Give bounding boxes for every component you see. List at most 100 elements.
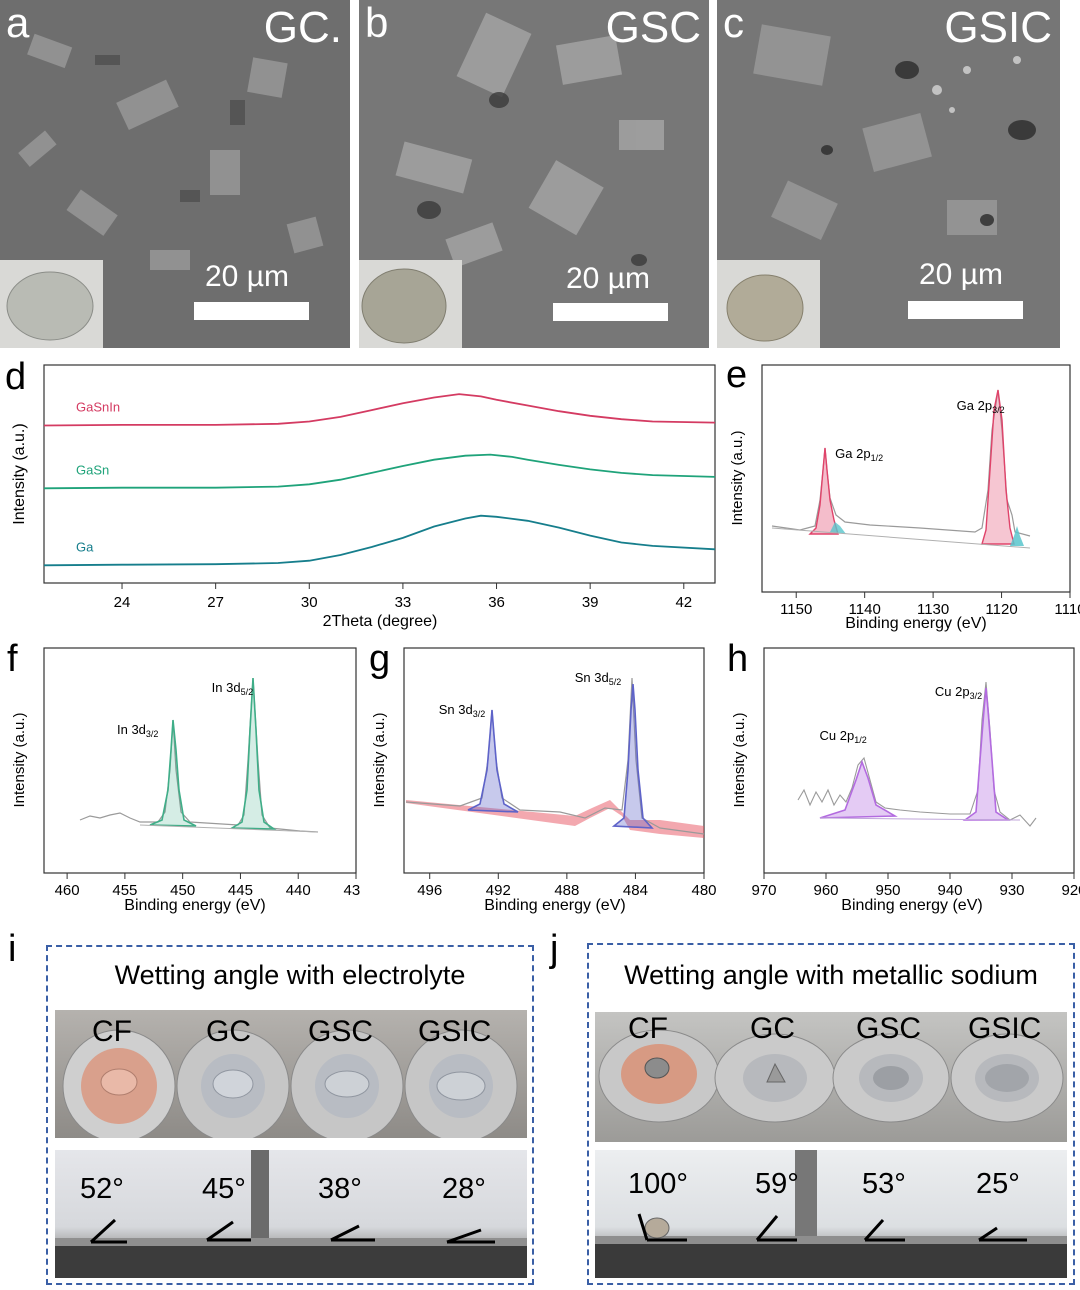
peak-label: Sn 3d3/2 <box>439 702 486 719</box>
bg-peak-fill <box>1010 526 1024 546</box>
panel-letter-a: a <box>6 0 30 46</box>
x-tick-label: 440 <box>286 882 311 899</box>
y-axis-label: Intensity (a.u.) <box>729 430 746 525</box>
spectrum <box>405 677 705 838</box>
peak-fill <box>149 719 197 827</box>
sample-label-gc: GC <box>750 1012 795 1045</box>
coin-cells-top-photo <box>595 1012 1067 1142</box>
y-axis-label: Intensity (a.u.) <box>11 712 28 807</box>
spectrum <box>79 677 319 833</box>
series-line-gasnin <box>43 393 716 427</box>
coin-cell <box>714 1033 836 1123</box>
y-axis-label: Intensity (a.u.) <box>11 423 28 524</box>
x-tick-label: 1120 <box>985 601 1017 618</box>
panel-letter-g: g <box>369 638 391 680</box>
x-tick-label: 33 <box>395 594 412 611</box>
sample-photo-inset <box>359 260 462 348</box>
sample-label-cf: CF <box>628 1012 668 1045</box>
raw-spectrum-line <box>79 677 319 833</box>
peak-fill <box>229 677 277 830</box>
x-axis-label: 2Theta (degree) <box>323 613 438 630</box>
y-axis-label: Intensity (a.u.) <box>731 712 748 807</box>
x-tick-label: 30 <box>301 594 318 611</box>
panel-letter-c: c <box>723 0 744 46</box>
peak-labels: Sn 3d3/2 Sn 3d5/2 <box>439 670 622 719</box>
angle-indicator <box>330 1224 375 1242</box>
series-label: GaSn <box>76 462 109 477</box>
x-tick-label: 970 <box>751 882 776 899</box>
x-tick-label: 1110 <box>1054 601 1080 618</box>
x-tick-label: 39 <box>582 594 599 611</box>
peak-label: Sn 3d5/2 <box>575 670 622 687</box>
x-axis-ticks: 1150 1140 1130 1120 1110 <box>780 592 1080 618</box>
sample-label-gsic: GSIC <box>418 1015 492 1048</box>
panel-letter-b: b <box>365 0 389 46</box>
x-tick-label: 920 <box>1061 882 1080 899</box>
panel-letter-h: h <box>727 638 749 680</box>
sample-label-gsc: GSC <box>856 1012 922 1045</box>
y-axis-label: Intensity (a.u.) <box>371 712 388 807</box>
sample-label-gc: GC <box>206 1015 251 1048</box>
scale-bar <box>908 301 1023 319</box>
plot-frame <box>43 647 357 874</box>
x-tick-label: 435 <box>343 882 360 899</box>
scale-bar-label: 20 µm <box>919 258 1003 291</box>
plot-frame <box>43 364 716 584</box>
series-label: Ga <box>76 539 94 554</box>
peak-label: Cu 2p3/2 <box>935 684 982 701</box>
peak-fill <box>467 709 519 813</box>
raw-spectrum-line <box>797 681 1037 827</box>
x-tick-label: 484 <box>623 882 648 899</box>
coin-cell <box>176 1029 290 1138</box>
sample-label-gsic: GSIC <box>944 3 1052 52</box>
peak-fill <box>819 759 898 819</box>
angle-value: 25° <box>976 1168 1020 1200</box>
bg-peak-fill <box>406 800 704 838</box>
x-axis-label: Binding energy (eV) <box>124 897 265 914</box>
peak-labels: Cu 2p1/2 Cu 2p3/2 <box>820 684 983 745</box>
angle-indicator <box>89 1218 127 1244</box>
panel-letter-f: f <box>7 638 18 680</box>
x-tick-label: 24 <box>114 594 131 611</box>
x-tick-label: 1140 <box>849 601 881 618</box>
sem-panel-a: a GC. 20 µm <box>0 0 350 348</box>
angle-value: 59° <box>755 1168 799 1200</box>
wetting-electrolyte-title: Wetting angle with electrolyte <box>114 960 466 990</box>
baseline <box>139 824 319 833</box>
plot-frame <box>403 647 705 874</box>
sem-image-b <box>359 0 709 348</box>
angle-indicator <box>863 1218 905 1242</box>
x-tick-label: 460 <box>55 882 80 899</box>
angle-value: 45° <box>202 1173 246 1205</box>
contact-angle-side-photo <box>595 1150 1067 1278</box>
spectrum <box>797 681 1037 827</box>
x-axis-ticks: 24 27 30 33 36 39 42 <box>114 583 692 611</box>
x-axis-ticks: 460 455 450 445 440 435 <box>55 873 360 899</box>
angle-value: 28° <box>442 1173 486 1205</box>
sample-label-gsc: GSC <box>308 1015 374 1048</box>
panel-letter-e: e <box>726 354 748 396</box>
sample-label-gsc: GSC <box>605 3 701 52</box>
sample-photo-inset <box>0 260 103 348</box>
x-tick-label: 492 <box>486 882 511 899</box>
x-tick-label: 36 <box>488 594 505 611</box>
x-tick-label: 1130 <box>917 601 949 618</box>
xps-ga-chart: 1150 1140 1130 1120 1110 Ga 2p1/2 Ga 2p3/2 Bi… <box>729 364 1080 632</box>
panel-letter-i: i <box>8 928 17 970</box>
x-tick-label: 445 <box>228 882 253 899</box>
series-group <box>43 393 716 567</box>
x-tick-label: 930 <box>999 882 1024 899</box>
x-axis-ticks: 496 492 488 484 480 <box>417 873 717 899</box>
wetting-sodium-title: Wetting angle with metallic sodium <box>624 960 1038 990</box>
sample-label-gc: GC. <box>263 3 342 52</box>
scale-bar-label: 20 µm <box>205 260 289 293</box>
sem-panel-c: c GSIC 20 µm <box>717 0 1060 348</box>
xps-sn-chart: 496 492 488 484 480 Sn 3d3/2 Sn 3d5/2 Binding… <box>371 647 717 914</box>
coin-cells-top-photo <box>55 1010 527 1138</box>
x-tick-label: 27 <box>207 594 224 611</box>
angle-indicator <box>978 1226 1027 1242</box>
x-tick-label: 455 <box>112 882 137 899</box>
plot-frame <box>761 364 1071 593</box>
angle-indicator <box>206 1220 251 1242</box>
xrd-chart: GaSnIn GaSn Ga 24 27 30 33 36 39 42 2Theta (degr… <box>11 364 716 630</box>
